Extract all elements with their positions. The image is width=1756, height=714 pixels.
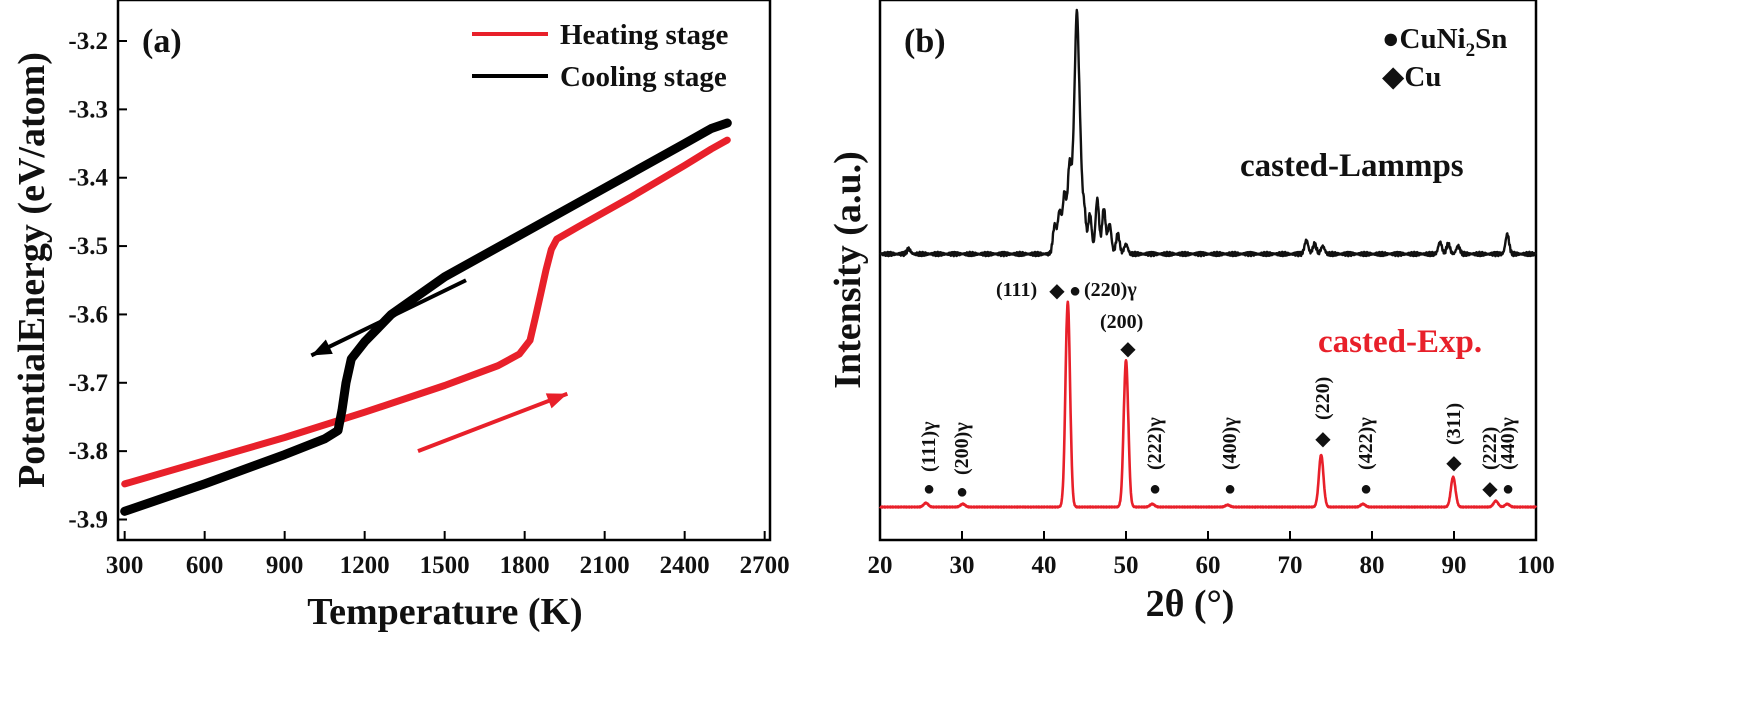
peak-marker: ◆ bbox=[1049, 280, 1065, 302]
peak-label: (222)γ bbox=[1144, 417, 1166, 470]
panel-b-label: (b) bbox=[904, 23, 946, 60]
peak-marker: ● bbox=[923, 478, 935, 500]
panel-a-x-axis-label: Temperature (K) bbox=[307, 591, 582, 633]
panel-b-x-tick-label: 30 bbox=[950, 552, 975, 579]
peak-marker: ◆ bbox=[1120, 338, 1136, 360]
legend-cu-text: Cu bbox=[1404, 61, 1441, 93]
peak-marker: ● bbox=[1069, 280, 1081, 302]
panel-a-y-tick-label: -3.5 bbox=[68, 233, 108, 260]
panel-a-x-tick-label: 2400 bbox=[660, 552, 710, 579]
panel-a-y-tick-label: -3.2 bbox=[68, 28, 108, 55]
panel-a-x-tick-label: 1200 bbox=[340, 552, 390, 579]
panel-b-x-tick-label: 70 bbox=[1278, 552, 1303, 579]
panel-a-y-tick-label: -3.9 bbox=[68, 506, 108, 533]
panel-a-label: (a) bbox=[142, 23, 182, 60]
legend-cu-symbol: ◆ bbox=[1382, 61, 1405, 93]
peak-label: (311) bbox=[1443, 403, 1465, 445]
panel-a-y-tick-label: -3.7 bbox=[68, 370, 108, 397]
panel-b-x-tick-label: 40 bbox=[1032, 552, 1057, 579]
peak-marker: ● bbox=[1502, 478, 1514, 500]
panel-a-x-tick-label: 1800 bbox=[500, 552, 550, 579]
panel-a-y-tick-label: -3.6 bbox=[68, 301, 108, 328]
peak-label: (111)γ bbox=[918, 421, 940, 472]
panel-a-y-tick-label: -3.8 bbox=[68, 438, 108, 465]
series-casted-lammps-line bbox=[879, 8, 1537, 258]
series-cooling-line bbox=[120, 118, 732, 516]
panel-b-x-tick-label: 90 bbox=[1442, 552, 1467, 579]
peak-label: (400)γ bbox=[1219, 417, 1241, 470]
peak-marker: ◆ bbox=[1482, 478, 1498, 500]
legend-cu: ◆Cu bbox=[1382, 61, 1441, 93]
peak-marker: ● bbox=[1224, 478, 1236, 500]
panel-a-x-tick-label: 300 bbox=[106, 552, 144, 579]
panel-b-x-tick-label: 60 bbox=[1196, 552, 1221, 579]
label-casted-exp: casted-Exp. bbox=[1318, 324, 1482, 360]
panel-a-chart: 300 600 900 1200 1500 1800 2100 2400 2700 -3.9 -3… bbox=[11, 0, 790, 633]
legend-cuni2sn-end: Sn bbox=[1475, 23, 1507, 55]
panel-a-y-tick-label: -3.3 bbox=[68, 96, 108, 123]
peak-label: (220)γ bbox=[1084, 279, 1137, 301]
panel-b-y-axis-label: Intensity (a.u.) bbox=[827, 151, 869, 389]
legend-cuni2sn-text: CuNi bbox=[1400, 23, 1466, 55]
peak-label: (200) bbox=[1100, 311, 1143, 333]
peak-label: (422)γ bbox=[1355, 417, 1377, 470]
panel-b-chart: 20 30 40 50 60 70 80 90 100 ● (111)γ ● (200)γ ◆ (111)… bbox=[827, 0, 1555, 625]
arrow-cooling-shaft bbox=[310, 278, 467, 358]
peak-marker: ◆ bbox=[1446, 452, 1462, 474]
panel-a-x-tick-label: 1500 bbox=[420, 552, 470, 579]
panel-b-x-tick-label: 50 bbox=[1114, 552, 1139, 579]
peak-label: (111) bbox=[996, 279, 1037, 301]
arrow-cooling-head bbox=[311, 339, 333, 356]
panel-a-y-axis-label: PotentialEnergy (eV/atom) bbox=[11, 52, 53, 488]
legend-cooling-label: Cooling stage bbox=[560, 61, 727, 93]
peak-label: (440)γ bbox=[1497, 417, 1519, 470]
peak-label: (200)γ bbox=[951, 422, 973, 475]
peak-marker: ● bbox=[1360, 478, 1372, 500]
label-casted-lammps: casted-Lammps bbox=[1240, 148, 1464, 184]
panel-a-x-tick-label: 2100 bbox=[580, 552, 630, 579]
legend-cuni2sn-symbol: ● bbox=[1382, 23, 1400, 55]
panel-b-x-tick-label: 20 bbox=[868, 552, 893, 579]
arrow-heating-head bbox=[545, 393, 568, 409]
peak-marker: ◆ bbox=[1315, 428, 1331, 450]
peak-label: (220) bbox=[1312, 377, 1334, 420]
legend-cuni2sn: ●CuNi2Sn bbox=[1382, 23, 1507, 61]
legend-cuni2sn-subscript: 2 bbox=[1466, 40, 1476, 61]
series-casted-exp-line bbox=[878, 300, 1538, 509]
arrow-heating-shaft bbox=[417, 391, 569, 454]
peak-marker: ● bbox=[1149, 478, 1161, 500]
panel-b-x-axis-label: 2θ (°) bbox=[1146, 583, 1235, 625]
panel-a-x-tick-label: 2700 bbox=[740, 552, 790, 579]
panel-a-x-tick-label: 900 bbox=[266, 552, 304, 579]
peak-marker: ● bbox=[956, 481, 968, 503]
panel-a-x-tick-label: 600 bbox=[186, 552, 224, 579]
series-heating-line bbox=[121, 136, 731, 488]
panel-a-y-tick-label: -3.4 bbox=[68, 165, 108, 192]
legend-heating-label: Heating stage bbox=[560, 19, 728, 51]
panel-b-x-tick-label: 80 bbox=[1360, 552, 1385, 579]
peak-label: (222) bbox=[1479, 427, 1501, 470]
panel-b-x-tick-label: 100 bbox=[1517, 552, 1555, 579]
